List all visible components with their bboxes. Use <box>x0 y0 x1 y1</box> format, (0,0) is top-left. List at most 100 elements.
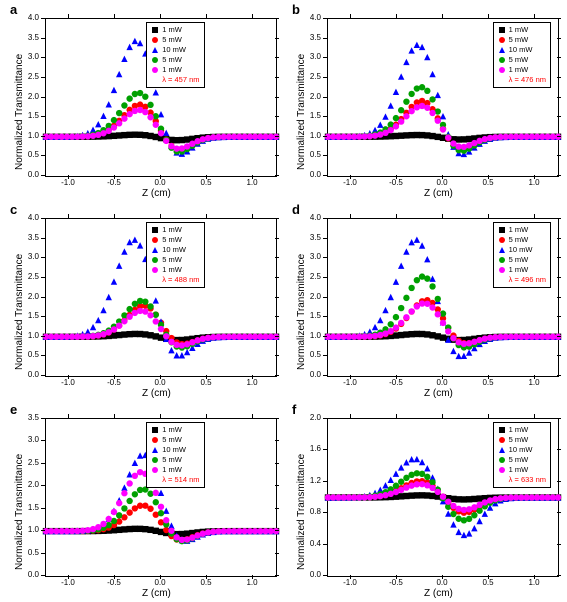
legend-c: 1 mW5 mW10 mW5 mW1 mWλ = 488 nm <box>146 222 204 288</box>
legend-item: 10 mW <box>498 445 546 455</box>
legend-item: 5 mW <box>498 55 546 65</box>
xtick-label: -0.5 <box>100 178 128 187</box>
ytick-label: 2.0 <box>299 413 321 422</box>
legend-marker-icon <box>151 236 159 244</box>
legend-item: 5 mW <box>151 255 199 265</box>
ytick-label: 3.5 <box>299 233 321 242</box>
xtick-label: 1.0 <box>520 578 548 587</box>
xtick-label: 1.0 <box>238 178 266 187</box>
legend-label: 1 mW <box>509 425 529 435</box>
xtick-label: 0.5 <box>474 578 502 587</box>
legend-marker-icon <box>151 466 159 474</box>
xtick-label: -1.0 <box>336 178 364 187</box>
xtick-label: 0.0 <box>428 578 456 587</box>
legend-item: 1 mW <box>151 425 199 435</box>
legend-item: 5 mW <box>151 55 199 65</box>
xlabel: Z (cm) <box>424 188 453 199</box>
xtick-label: -1.0 <box>336 578 364 587</box>
series-s4 <box>43 298 279 351</box>
legend-marker-icon <box>151 446 159 454</box>
legend-marker-icon <box>498 426 506 434</box>
series-s5 <box>43 308 279 349</box>
legend-label: 1 mW <box>162 65 182 75</box>
xtick-label: 1.0 <box>238 578 266 587</box>
legend-item: 5 mW <box>151 455 199 465</box>
legend-marker-icon <box>151 46 159 54</box>
ytick-label: 0.0 <box>299 570 321 579</box>
ylabel: Normalized Transmittance <box>296 254 307 370</box>
panel-c: c0.00.51.01.52.02.53.03.54.0-1.0-0.50.00… <box>0 200 282 400</box>
xtick-label: 1.0 <box>520 378 548 387</box>
legend-marker-icon <box>498 466 506 474</box>
legend-marker-icon <box>498 436 506 444</box>
ytick-label: 0.0 <box>17 170 39 179</box>
legend-label: 10 mW <box>509 445 533 455</box>
legend-marker-icon <box>151 26 159 34</box>
xtick-label: -0.5 <box>382 378 410 387</box>
legend-item: 5 mW <box>498 455 546 465</box>
legend-marker-icon <box>498 56 506 64</box>
xtick-label: -0.5 <box>382 178 410 187</box>
legend-e: 1 mW5 mW10 mW5 mW1 mWλ = 514 nm <box>146 422 204 488</box>
legend-marker-icon <box>151 56 159 64</box>
legend-marker-icon <box>498 256 506 264</box>
xtick-label: 1.0 <box>238 378 266 387</box>
xtick-label: -1.0 <box>54 578 82 587</box>
xtick-label: -0.5 <box>100 578 128 587</box>
legend-label: 1 mW <box>162 465 182 475</box>
ytick-label: 1.6 <box>299 444 321 453</box>
xlabel: Z (cm) <box>142 188 171 199</box>
legend-lambda: λ = 514 nm <box>151 475 199 485</box>
legend-label: 5 mW <box>509 255 529 265</box>
xtick-label: 0.5 <box>192 578 220 587</box>
legend-item: 1 mW <box>151 465 199 475</box>
ytick-label: 4.0 <box>17 213 39 222</box>
ylabel: Normalized Transmittance <box>296 54 307 170</box>
legend-label: 1 mW <box>162 425 182 435</box>
ytick-label: 4.0 <box>299 213 321 222</box>
ytick-label: 0.0 <box>299 170 321 179</box>
legend-label: 1 mW <box>162 25 182 35</box>
legend-item: 5 mW <box>498 435 546 445</box>
legend-marker-icon <box>151 66 159 74</box>
panel-label-f: f <box>292 402 296 417</box>
legend-label: 10 mW <box>162 445 186 455</box>
legend-label: 1 mW <box>509 265 529 275</box>
legend-label: 5 mW <box>509 435 529 445</box>
ylabel: Normalized Transmittance <box>14 254 25 370</box>
legend-item: 1 mW <box>151 25 199 35</box>
legend-item: 5 mW <box>151 435 199 445</box>
legend-item: 10 mW <box>151 445 199 455</box>
legend-item: 10 mW <box>151 245 199 255</box>
legend-label: 1 mW <box>162 225 182 235</box>
legend-item: 5 mW <box>151 235 199 245</box>
legend-lambda: λ = 476 nm <box>498 75 546 85</box>
legend-label: 5 mW <box>509 455 529 465</box>
legend-item: 10 mW <box>498 45 546 55</box>
series-s5 <box>325 103 561 150</box>
legend-label: 10 mW <box>162 45 186 55</box>
xtick-label: 0.0 <box>146 178 174 187</box>
legend-b: 1 mW5 mW10 mW5 mW1 mWλ = 476 nm <box>493 22 551 88</box>
xtick-label: -0.5 <box>100 378 128 387</box>
legend-item: 1 mW <box>498 425 546 435</box>
ytick-label: 3.5 <box>17 413 39 422</box>
ylabel: Normalized Transmittance <box>296 454 307 570</box>
legend-item: 1 mW <box>498 25 546 35</box>
legend-label: 1 mW <box>509 25 529 35</box>
series-s4 <box>43 90 279 155</box>
xtick-label: -0.5 <box>382 578 410 587</box>
legend-marker-icon <box>498 236 506 244</box>
ytick-label: 3.0 <box>17 435 39 444</box>
xtick-label: 0.0 <box>146 578 174 587</box>
legend-item: 1 mW <box>498 465 546 475</box>
legend-label: 5 mW <box>162 55 182 65</box>
legend-item: 1 mW <box>498 225 546 235</box>
panel-e: e0.00.51.01.52.02.53.03.5-1.0-0.50.00.51… <box>0 400 282 600</box>
xlabel: Z (cm) <box>142 588 171 599</box>
legend-marker-icon <box>151 246 159 254</box>
legend-marker-icon <box>498 36 506 44</box>
legend-item: 10 mW <box>498 245 546 255</box>
legend-d: 1 mW5 mW10 mW5 mW1 mWλ = 496 nm <box>493 222 551 288</box>
legend-marker-icon <box>498 226 506 234</box>
